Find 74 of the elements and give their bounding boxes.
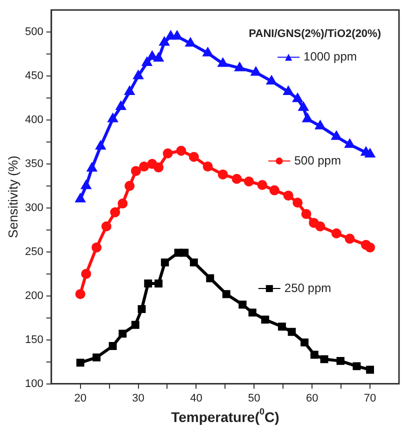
point (288, 328, 296, 336)
point (283, 190, 294, 201)
point (238, 300, 247, 309)
point (257, 180, 268, 190)
point (81, 268, 92, 279)
x-tick-label: 60 (306, 392, 318, 404)
y-tick-label: 200 (24, 290, 44, 302)
point (232, 174, 242, 184)
point (180, 248, 189, 257)
point (160, 258, 169, 266)
point (315, 221, 326, 232)
point (365, 242, 376, 252)
point (75, 289, 86, 300)
point (134, 70, 143, 80)
point (206, 274, 214, 282)
legend-label: 1000 ppm (304, 50, 357, 64)
x-tick-label: 70 (364, 392, 376, 404)
y-tick-label: 150 (24, 334, 44, 346)
point (131, 320, 140, 329)
point (251, 67, 260, 76)
y-tick-label: 500 (24, 26, 44, 38)
point (331, 228, 342, 238)
point (222, 290, 230, 298)
point (278, 322, 286, 331)
point (188, 152, 199, 162)
point (190, 258, 198, 266)
legend-label: 500 ppm (294, 153, 341, 168)
y-axis-title: Sensitivity (%) (6, 156, 21, 238)
point (144, 280, 152, 288)
point (101, 221, 112, 232)
y-tick-label: 350 (24, 158, 44, 170)
point (154, 280, 163, 288)
point (292, 198, 303, 208)
point (301, 209, 312, 220)
point (124, 180, 135, 191)
y-tick-label: 100 (24, 378, 44, 390)
point (218, 169, 228, 180)
point (110, 207, 120, 218)
point (269, 185, 280, 196)
point (108, 342, 117, 350)
point (248, 308, 256, 317)
point (154, 162, 164, 172)
x-tick-label: 40 (190, 392, 202, 404)
point (344, 234, 355, 244)
point (300, 338, 309, 346)
point (147, 158, 158, 169)
point (162, 148, 173, 158)
point (308, 218, 319, 228)
y-tick-label: 450 (24, 70, 44, 82)
point (176, 146, 186, 156)
point (320, 355, 328, 364)
point (118, 330, 127, 338)
point (118, 198, 128, 208)
text: PANI/GNS(2%)/TiO2(20%) (248, 28, 382, 40)
y-tick-label: 250 (24, 246, 44, 258)
x-tick-label: 20 (74, 392, 86, 404)
point (139, 162, 150, 172)
point (92, 353, 101, 362)
point (76, 358, 84, 367)
point (352, 362, 361, 370)
x-tick-label: 30 (132, 392, 144, 404)
x-tick-label: 50 (248, 392, 260, 404)
point (130, 166, 141, 176)
point (244, 176, 254, 187)
legend-label: 250 ppm (284, 280, 332, 295)
point (261, 316, 270, 324)
point (138, 305, 146, 314)
point (202, 162, 213, 172)
y-tick-label: 400 (24, 114, 44, 126)
point (310, 350, 318, 359)
point (366, 366, 374, 374)
point (92, 242, 102, 252)
y-tick-label: 300 (24, 202, 44, 214)
point (336, 356, 344, 365)
